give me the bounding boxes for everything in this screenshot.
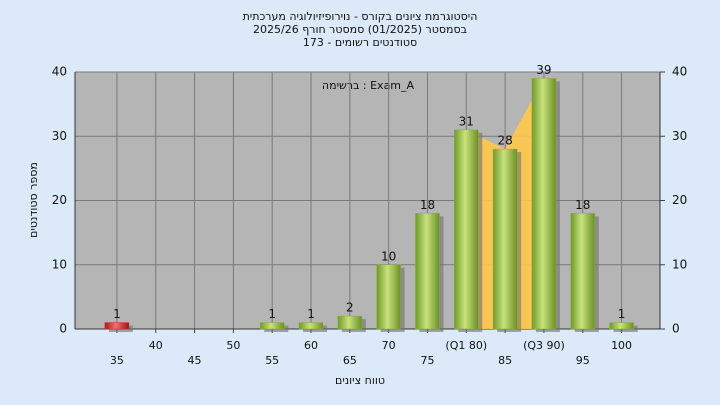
y-tick-label: 30 [52, 129, 67, 143]
x-tick-label: 95 [576, 354, 590, 367]
bar [259, 322, 285, 330]
y2-tick-label: 30 [672, 129, 687, 143]
bar [454, 129, 479, 330]
bar [492, 148, 518, 330]
x-tick-label: 60 [304, 339, 318, 352]
x-tick-label: 85 [498, 354, 512, 367]
x-tick-label: 100 [611, 339, 632, 352]
x-tick-label: 35 [110, 354, 124, 367]
bar [531, 78, 557, 330]
value-label: 1 [113, 307, 121, 321]
bar [337, 315, 363, 330]
annotation: Exam_A : ברשימה [322, 79, 415, 92]
x-axis-label: טווח ציונים [335, 374, 385, 387]
y-axis-label: מספר סטודנטים [27, 162, 40, 238]
x-tick-label: (Q1 80) [445, 339, 487, 352]
x-tick-label: 65 [343, 354, 357, 367]
x-tick-label: (Q3 90) [523, 339, 565, 352]
bar [376, 264, 401, 330]
value-label: 31 [459, 114, 474, 128]
y-tick-label: 40 [52, 65, 67, 79]
value-label: 18 [575, 198, 590, 212]
x-tick-label: 55 [265, 354, 279, 367]
chart-title: היסטוגרמת ציונים בקורס - נוירופיזיולוגיה… [243, 10, 478, 23]
value-label: 39 [536, 63, 551, 77]
value-label: 28 [497, 134, 512, 148]
chart-subtitle: סטודנטים רשומים - 173 [303, 36, 417, 49]
y-tick-label: 10 [52, 257, 67, 271]
value-label: 2 [346, 301, 354, 315]
y2-tick-label: 40 [672, 65, 687, 79]
x-tick-label: 75 [420, 354, 434, 367]
y2-tick-label: 20 [672, 193, 687, 207]
x-tick-label: 70 [382, 339, 396, 352]
bar [298, 322, 324, 330]
y2-tick-label: 0 [672, 322, 680, 336]
chart-subtitle: בסמסטר (01/2025) סמסטר חורף 2025/26 [253, 23, 467, 36]
y2-tick-label: 10 [672, 257, 687, 271]
value-label: 1 [618, 307, 626, 321]
bar [570, 213, 596, 330]
bar [415, 213, 440, 330]
value-label: 1 [307, 307, 315, 321]
bar [104, 322, 130, 330]
value-label: 18 [420, 198, 435, 212]
x-tick-label: 50 [226, 339, 240, 352]
value-label: 10 [381, 249, 396, 263]
x-tick-label: 40 [149, 339, 163, 352]
y-tick-label: 20 [52, 193, 67, 207]
bar [609, 322, 634, 330]
x-tick-label: 45 [188, 354, 202, 367]
value-label: 1 [268, 307, 276, 321]
y-tick-label: 0 [59, 322, 67, 336]
